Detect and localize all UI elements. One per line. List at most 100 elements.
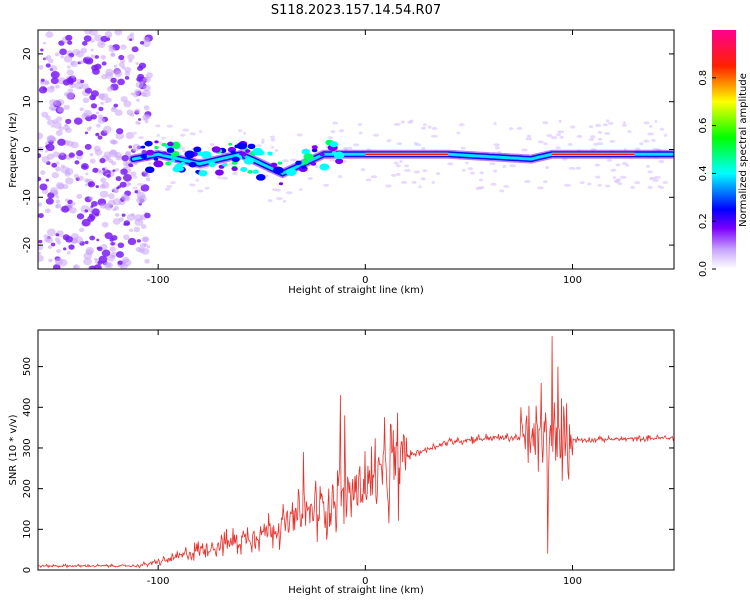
halo-blob xyxy=(411,180,417,184)
band-blob xyxy=(170,159,176,163)
noise-blob xyxy=(121,213,126,217)
noise-blob xyxy=(73,174,79,179)
noise-blob xyxy=(136,98,140,102)
halo-blob xyxy=(558,119,562,123)
halo-blob xyxy=(469,171,476,175)
noise-blob xyxy=(94,55,99,59)
halo-blob xyxy=(493,143,501,147)
band-blob xyxy=(335,158,344,165)
noise-blob xyxy=(124,76,130,80)
noise-blob xyxy=(95,185,99,189)
halo-blob xyxy=(420,177,427,181)
noise-blob xyxy=(45,144,50,149)
halo-blob xyxy=(462,168,466,172)
band-blob xyxy=(215,169,224,176)
noise-blob xyxy=(81,218,91,227)
halo-blob xyxy=(622,121,626,125)
noise-blob xyxy=(78,86,82,90)
noise-blob xyxy=(76,150,84,157)
halo-blob xyxy=(537,186,544,190)
noise-blob xyxy=(43,234,49,239)
noise-blob xyxy=(110,107,117,113)
noise-blob xyxy=(38,245,44,251)
noise-blob xyxy=(105,72,114,79)
colorbar-label: Normalized spectral amplitude xyxy=(738,73,749,227)
band-blob xyxy=(301,148,311,155)
halo-blob xyxy=(657,185,662,189)
halo-blob xyxy=(619,175,627,179)
spectrogram-ytick-label: -20 xyxy=(22,237,33,253)
noise-blob xyxy=(96,238,100,242)
halo-blob xyxy=(400,120,405,124)
noise-blob xyxy=(116,251,124,258)
halo-blob xyxy=(421,146,426,150)
noise-blob xyxy=(44,208,51,214)
noise-blob xyxy=(115,132,125,140)
band-blob xyxy=(180,161,186,166)
noise-blob xyxy=(55,166,62,172)
halo-blob xyxy=(545,165,550,169)
noise-blob xyxy=(106,155,111,160)
noise-blob xyxy=(116,128,124,135)
noise-blob xyxy=(49,85,55,90)
halo-blob xyxy=(479,178,483,182)
halo-blob xyxy=(465,161,469,165)
halo-blob xyxy=(290,158,297,162)
noise-blob xyxy=(134,108,141,114)
band-blob xyxy=(236,142,248,150)
noise-blob xyxy=(106,254,116,262)
halo-blob xyxy=(605,119,610,123)
band-blob xyxy=(301,165,307,170)
halo-blob xyxy=(648,124,653,128)
halo-blob xyxy=(493,169,498,173)
noise-blob xyxy=(115,176,122,182)
halo-blob xyxy=(567,143,573,147)
noise-blob xyxy=(40,78,45,82)
noise-blob xyxy=(137,194,147,203)
noise-blob xyxy=(73,265,78,269)
noise-blob xyxy=(104,203,113,211)
noise-blob xyxy=(99,93,109,101)
noise-blob xyxy=(119,181,127,188)
halo-blob xyxy=(597,137,603,141)
snr-panel: -100 0 100 0 100 200 300 400 500 Height of strai… xyxy=(8,329,675,596)
noise-blob xyxy=(117,242,125,249)
band-blob xyxy=(140,145,146,149)
noise-blob xyxy=(109,237,115,242)
noise-blob xyxy=(94,149,103,156)
noise-blob xyxy=(74,160,80,165)
halo-blob xyxy=(524,179,531,183)
halo-blob xyxy=(299,188,303,192)
halo-blob xyxy=(639,142,644,146)
halo-blob xyxy=(178,146,186,150)
band-blob xyxy=(295,160,302,166)
halo-blob xyxy=(509,164,516,168)
noise-blob xyxy=(129,38,133,41)
halo-blob xyxy=(148,162,152,166)
noise-blob xyxy=(124,71,131,77)
noise-blob xyxy=(65,118,72,125)
halo-blob xyxy=(436,172,441,176)
band-blob xyxy=(153,160,164,168)
noise-blob xyxy=(99,170,104,175)
band-blob xyxy=(234,144,240,149)
halo-blob xyxy=(509,127,514,131)
noise-blob xyxy=(141,80,145,84)
noise-blob xyxy=(86,127,92,131)
noise-blob xyxy=(77,175,84,181)
band-blob xyxy=(311,145,318,150)
noise-blob xyxy=(44,56,49,61)
halo-blob xyxy=(396,142,403,146)
band-blob xyxy=(140,154,148,159)
halo-blob xyxy=(357,123,362,127)
noise-blob xyxy=(44,150,49,153)
noise-blob xyxy=(52,118,58,124)
band-blob xyxy=(198,170,208,177)
halo-blob xyxy=(395,172,401,176)
halo-blob xyxy=(348,146,353,150)
halo-blob xyxy=(358,131,363,135)
halo-blob xyxy=(576,134,583,138)
noise-blob xyxy=(115,155,122,161)
halo-blob xyxy=(360,168,366,172)
